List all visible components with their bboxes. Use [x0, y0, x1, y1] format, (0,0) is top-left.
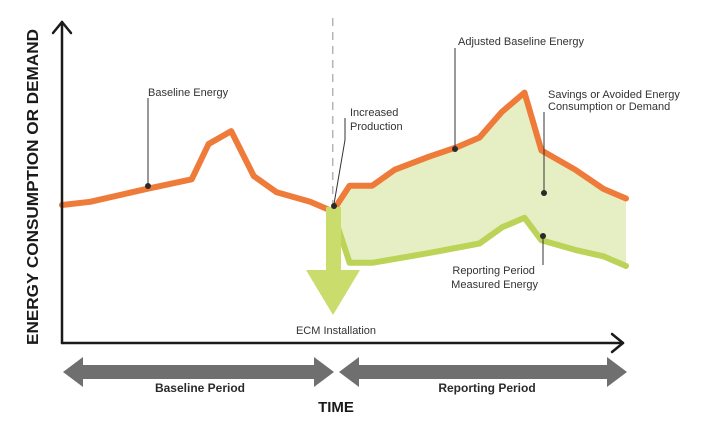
reporting-period-label: Reporting Period — [438, 381, 535, 395]
axes — [51, 20, 625, 354]
measured-energy-line2: Measured Energy — [451, 279, 538, 291]
increased-production-leader — [333, 118, 346, 205]
savings-marker — [541, 190, 547, 196]
y-axis-arrowhead-icon — [51, 20, 73, 35]
baseline-energy-line — [59, 128, 336, 215]
ecm-installation-arrow-icon — [306, 207, 360, 315]
savings-area — [332, 92, 626, 266]
increased-production-marker — [331, 203, 337, 209]
measured-energy-label: Reporting Period Measured Energy — [451, 265, 538, 291]
measured-energy-marker — [540, 233, 546, 239]
baseline-energy-marker — [145, 183, 151, 189]
adjusted-baseline-label: Adjusted Baseline Energy — [458, 36, 584, 48]
increased-production-line2: Production — [350, 121, 403, 133]
baseline-period-arrow-icon — [63, 357, 334, 387]
measured-energy-line1: Reporting Period — [452, 265, 535, 277]
savings-label: Savings or Avoided Energy Consumption or… — [548, 89, 683, 113]
x-axis-arrowhead-icon — [610, 332, 625, 354]
ecm-installation-label: ECM Installation — [296, 325, 376, 337]
adjusted-baseline-line — [329, 89, 629, 215]
increased-production-label: Increased Production — [350, 107, 403, 133]
x-axis-title: TIME — [318, 399, 354, 416]
measured-energy-line — [329, 208, 629, 269]
adjusted-baseline-marker — [452, 146, 458, 152]
baseline-energy-label: Baseline Energy — [148, 87, 229, 99]
savings-line2: Consumption or Demand — [548, 101, 670, 113]
reporting-period-arrow-icon — [339, 357, 627, 387]
savings-line1: Savings or Avoided Energy — [548, 89, 680, 101]
baseline-period-label: Baseline Period — [155, 381, 245, 395]
increased-production-line1: Increased — [350, 107, 398, 119]
period-arrows — [63, 357, 627, 387]
y-axis-title: ENERGY CONSUMPTION OR DEMAND — [25, 29, 42, 345]
